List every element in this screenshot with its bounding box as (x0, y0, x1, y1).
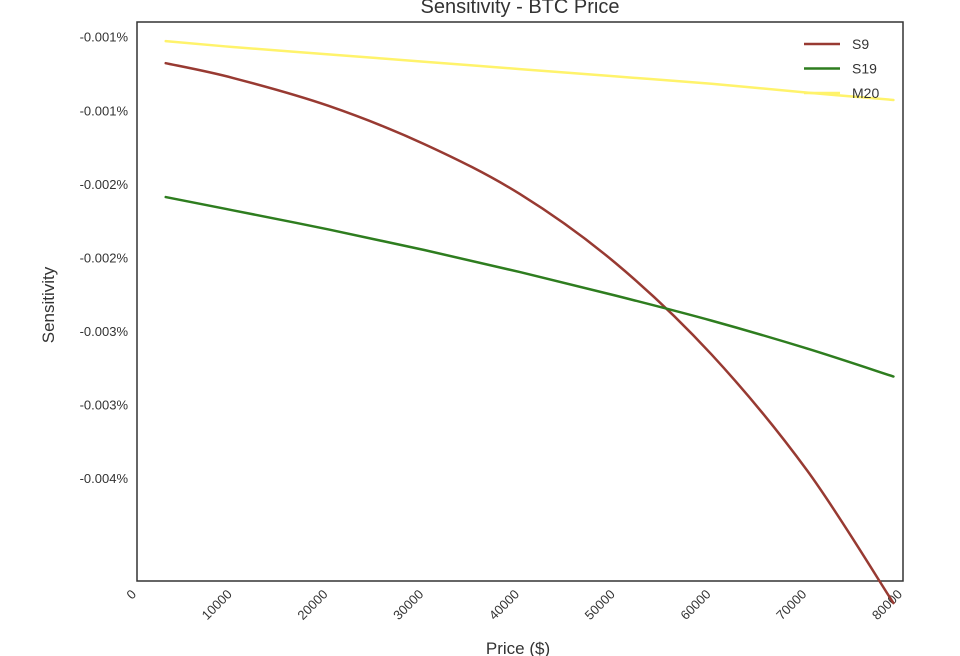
x-tick-label: 30000 (390, 587, 426, 623)
series-line-s9 (164, 61, 895, 605)
x-tick-label: 60000 (677, 587, 713, 623)
series-line-m20 (164, 39, 895, 102)
x-tick-label: 50000 (582, 587, 618, 623)
plot-frame (136, 21, 904, 582)
x-tick-label: 70000 (773, 587, 809, 623)
y-tick-label: -0.002% (80, 250, 129, 265)
x-tick-label: 10000 (199, 587, 235, 623)
x-tick-label: 0 (123, 587, 139, 603)
y-axis-label: Sensitivity (39, 266, 58, 343)
legend-label-s9: S9 (852, 36, 869, 52)
y-tick-label: -0.004% (80, 471, 129, 486)
chart-title: Sensitivity - BTC Price (421, 0, 620, 18)
series-lines (164, 39, 895, 605)
legend-label-s19: S19 (852, 61, 877, 77)
x-tick-label: 20000 (294, 587, 330, 623)
series-line-s19 (164, 195, 895, 378)
x-axis-label: Price ($) (486, 639, 550, 656)
y-tick-labels: -0.001% -0.001% -0.002% -0.002% -0.003% -0.00… (80, 30, 129, 486)
y-tick-label: -0.001% (80, 30, 129, 45)
x-tick-label: 40000 (486, 587, 522, 623)
x-tick-labels: 0 10000 20000 30000 40000 50000 60000 70000 8000… (123, 587, 905, 623)
y-tick-label: -0.002% (80, 177, 129, 192)
y-tick-label: -0.001% (80, 103, 129, 118)
y-tick-label: -0.003% (80, 397, 129, 412)
legend-label-m20: M20 (852, 85, 879, 101)
legend: S9 S19 M20 (804, 36, 879, 101)
y-tick-label: -0.003% (80, 324, 129, 339)
